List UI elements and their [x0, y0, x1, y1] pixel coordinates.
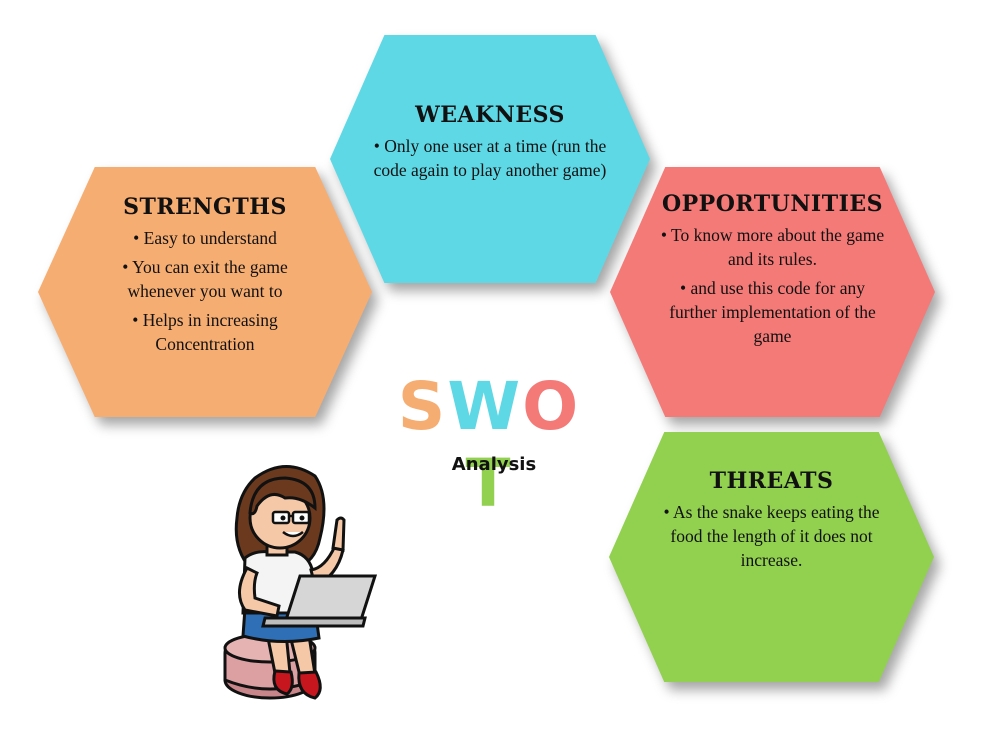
swot-title: SWOT: [384, 368, 594, 522]
threats-item: As the snake keeps eating the food the l…: [659, 500, 884, 572]
strengths-hexagon: STRENGTHS Easy to understand You can exi…: [38, 167, 372, 417]
opportunities-item: and use this code for any further implem…: [660, 276, 885, 348]
weakness-hexagon: WEAKNESS Only one user at a time (run th…: [330, 35, 650, 283]
swot-letter-s: S: [397, 368, 448, 445]
strengths-title: STRENGTHS: [123, 193, 287, 220]
swot-letter-o: O: [522, 368, 581, 445]
weakness-title: WEAKNESS: [415, 101, 565, 128]
threats-title: THREATS: [709, 467, 834, 494]
opportunities-hexagon: OPPORTUNITIES To know more about the gam…: [610, 167, 935, 417]
threats-hexagon: THREATS As the snake keeps eating the fo…: [609, 432, 934, 682]
opportunities-title: OPPORTUNITIES: [661, 191, 884, 217]
opportunities-item: To know more about the game and its rule…: [660, 223, 885, 271]
swot-letter-w: W: [447, 368, 523, 445]
strengths-item: Helps in increasing Concentration: [88, 308, 322, 356]
strengths-item: You can exit the game whenever you want …: [88, 255, 322, 303]
swot-letter-t: T: [465, 445, 513, 522]
strengths-item: Easy to understand: [88, 226, 322, 250]
woman-with-laptop-icon: [223, 465, 378, 700]
analysis-subtitle: Analysis: [451, 454, 537, 475]
weakness-item: Only one user at a time (run the code ag…: [370, 134, 610, 182]
